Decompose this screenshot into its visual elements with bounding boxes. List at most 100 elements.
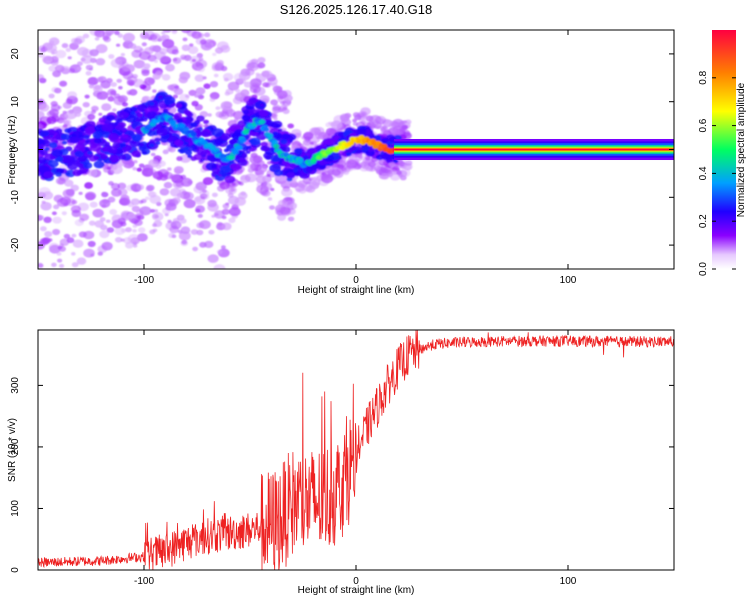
heatmap-cell [153, 209, 158, 213]
heatmap-cell [146, 130, 156, 137]
heatmap-cell [71, 252, 76, 256]
heatmap-cell [221, 222, 232, 231]
heatmap-cell [345, 152, 352, 157]
heatmap-cell [364, 165, 372, 171]
heatmap-cell [182, 37, 188, 42]
heatmap-cell [270, 154, 281, 163]
spectrogram-heatmap [38, 13, 674, 269]
heatmap-cell [59, 263, 65, 268]
heatmap-cell [118, 86, 123, 90]
heatmap-cell [74, 150, 84, 158]
heatmap-cell [357, 128, 367, 135]
heatmap-cell [280, 101, 286, 106]
heatmap-cell [147, 191, 156, 198]
heatmap-cell [149, 194, 161, 204]
heatmap-cell [75, 35, 85, 44]
heatmap-cell [381, 152, 393, 161]
heatmap-cell [49, 142, 58, 149]
heatmap-cell [127, 234, 140, 244]
heatmap-cell [277, 213, 286, 221]
colorbar-gradient [712, 30, 736, 269]
heatmap-cell [216, 249, 223, 254]
heatmap-cell [241, 153, 248, 158]
heatmap-cell [91, 105, 99, 112]
heatmap-cell [54, 87, 62, 94]
heatmap-cell [293, 168, 299, 173]
heatmap-cell [197, 213, 203, 218]
heatmap-cell [152, 89, 157, 93]
heatmap-cell [61, 43, 69, 49]
heatmap-cell [366, 115, 374, 122]
heatmap-cell [44, 147, 50, 151]
heatmap-cell [149, 45, 158, 52]
heatmap-cell [101, 123, 113, 132]
heatmap-cell [278, 175, 287, 182]
heatmap-cell [38, 145, 44, 153]
heatmap-cell [100, 154, 108, 160]
heatmap-cell [127, 212, 136, 219]
heatmap-cell [200, 39, 207, 45]
heatmap-cell [170, 220, 182, 230]
heatmap-cell [174, 168, 182, 175]
heatmap-cell [92, 131, 103, 139]
heatmap-cell [183, 199, 196, 209]
heatmap-cell [218, 170, 225, 175]
heatmap-cell [89, 201, 98, 208]
heatmap-cell [311, 177, 317, 182]
heatmap-cell [53, 204, 60, 210]
heatmap-cell [355, 149, 362, 154]
heatmap-cell [108, 22, 114, 27]
heatmap-cell [106, 78, 113, 84]
heatmap-cell [40, 226, 47, 232]
heatmap-cell [65, 47, 72, 53]
heatmap-cell [240, 175, 248, 181]
heatmap-cell [62, 124, 68, 128]
heatmap-cell [65, 172, 71, 176]
heatmap-cell [186, 116, 194, 122]
heatmap-cell [111, 188, 122, 197]
heatmap-cell [52, 55, 57, 59]
heatmap-cell [223, 101, 233, 109]
heatmap-cell [275, 207, 287, 216]
heatmap-cell [121, 64, 131, 72]
heatmap-cell [132, 229, 137, 233]
heatmap-cell [110, 164, 123, 175]
y-tick-label: -10 [10, 190, 21, 205]
heatmap-cell [404, 119, 412, 125]
heatmap-cell [146, 111, 158, 120]
heatmap-cell [102, 35, 110, 41]
heatmap-cell [86, 139, 91, 143]
heatmap-cell [55, 177, 66, 185]
heatmap-cell [203, 83, 211, 89]
heatmap-cell [246, 100, 254, 106]
heatmap-cell [87, 151, 93, 155]
heatmap-cell [166, 13, 176, 21]
heatmap-cell [328, 129, 335, 134]
heatmap-cell [261, 189, 271, 197]
heatmap-cell [50, 101, 58, 107]
heatmap-cell [153, 59, 158, 64]
heatmap-cell [106, 166, 112, 170]
heatmap-cell [119, 142, 127, 148]
heatmap-cell [131, 49, 142, 58]
heatmap-cell [217, 222, 223, 226]
heatmap-cell [194, 196, 202, 202]
heatmap-cell [316, 136, 321, 140]
heatmap-cell [214, 138, 224, 145]
heatmap-cell [96, 94, 104, 100]
heatmap-cell [40, 201, 52, 211]
snr-y-ticks: 0 100 200 300 [10, 377, 674, 573]
heatmap-cell [60, 133, 71, 141]
heatmap-cell [141, 151, 148, 155]
heatmap-cell [207, 254, 219, 263]
heatmap-cell [203, 119, 210, 125]
heatmap-cell [275, 124, 281, 128]
heatmap-cell [84, 94, 90, 99]
colorbar-tick-label: 0.4 [698, 166, 709, 180]
heatmap-cell [137, 103, 148, 112]
heatmap-cell [175, 103, 183, 109]
heatmap-cell [58, 117, 63, 122]
heatmap-cell [388, 161, 396, 168]
heatmap-cell [111, 214, 123, 223]
